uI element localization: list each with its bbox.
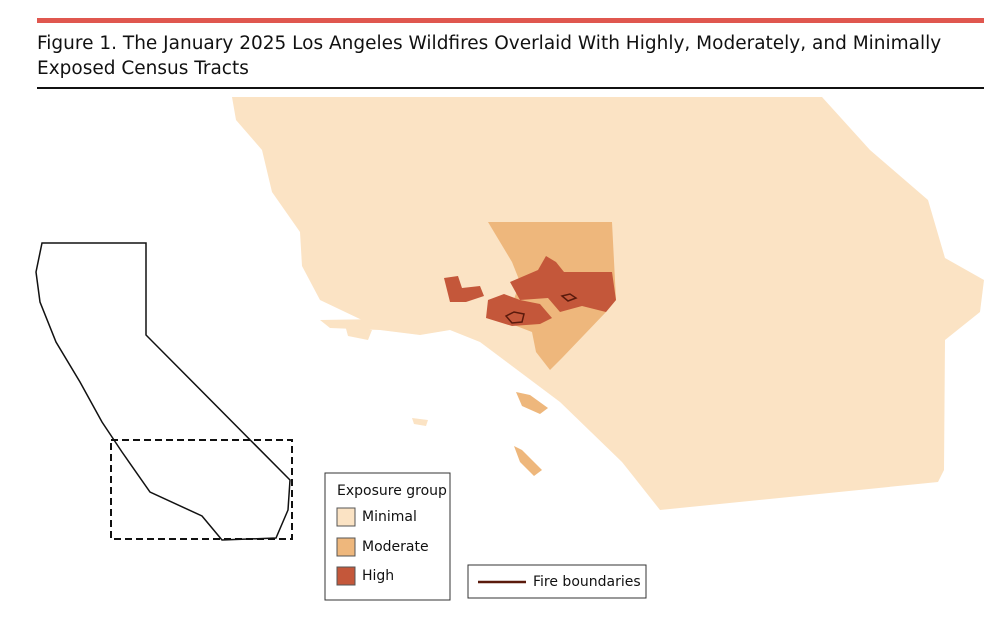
figure-title: Figure 1. The January 2025 Los Angeles W… <box>37 33 942 79</box>
fire-boundary <box>560 293 578 302</box>
minimal-island <box>320 318 450 335</box>
legend-swatch <box>336 566 356 586</box>
legend-label: High <box>362 568 394 584</box>
title-rule <box>37 87 984 89</box>
inset-map <box>35 242 293 541</box>
legend-swatch <box>336 507 356 527</box>
accent-bar <box>37 18 984 23</box>
moderate-island <box>516 392 548 414</box>
minimal-island <box>345 325 372 340</box>
moderate-island <box>514 446 542 476</box>
california-outline <box>35 242 291 541</box>
fire-boundaries <box>504 293 578 324</box>
legend-swatch <box>336 537 356 557</box>
exposure-legend: Exposure group Minimal Moderate High <box>324 472 451 601</box>
legend-label: Fire boundaries <box>533 574 641 590</box>
legend-title: Exposure group <box>337 483 447 499</box>
high-region <box>510 256 616 312</box>
region-layer <box>232 97 984 510</box>
legend-label: Minimal <box>362 509 417 525</box>
fire-boundary <box>504 311 525 324</box>
high-region <box>444 276 484 302</box>
fire-legend: Fire boundaries <box>467 564 647 599</box>
minimal-island <box>412 418 428 426</box>
high-region <box>486 294 552 326</box>
inset-extent <box>110 439 293 540</box>
legend-label: Moderate <box>362 539 429 555</box>
